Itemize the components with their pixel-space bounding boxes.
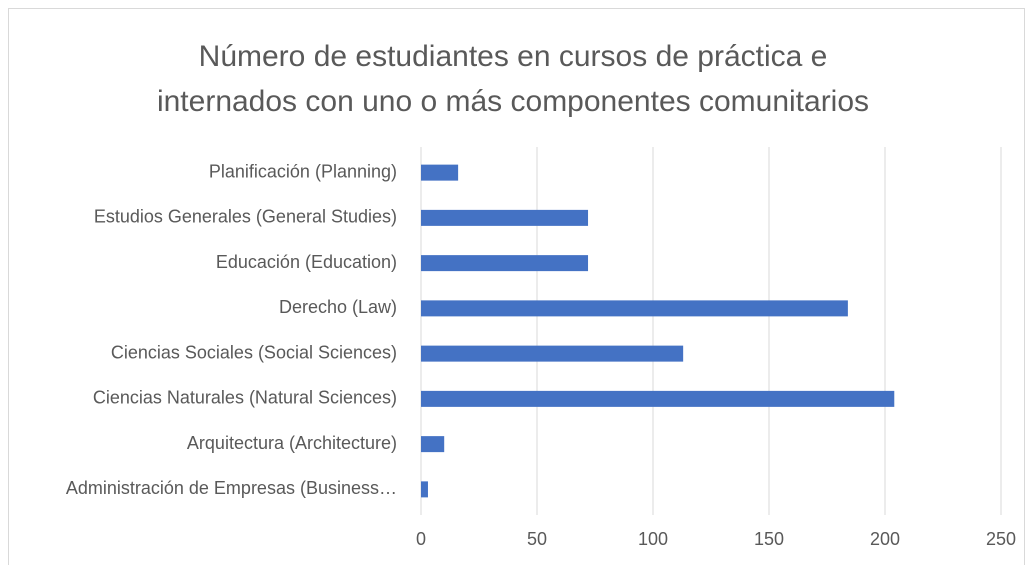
x-tick-label: 200 [870,529,900,549]
bar [421,300,848,317]
x-tick-label: 100 [638,529,668,549]
y-tick-label: Administración de Empresas (Business… [66,478,397,498]
y-tick-label: Ciencias Naturales (Natural Sciences) [93,388,397,408]
y-tick-label: Ciencias Sociales (Social Sciences) [111,342,397,362]
x-tick-label: 150 [754,529,784,549]
y-tick-label: Estudios Generales (General Studies) [94,207,397,227]
y-tick-label: Planificación (Planning) [209,161,397,181]
y-tick-label: Derecho (Law) [279,297,397,317]
chart-title: internados con uno o más componentes com… [157,85,869,118]
bar [421,390,895,407]
bar [421,164,459,181]
x-tick-label: 0 [416,529,426,549]
x-tick-label: 50 [527,529,547,549]
bar [421,209,589,226]
bar [421,481,428,498]
y-tick-label: Arquitectura (Architecture) [187,433,397,453]
x-tick-label: 250 [986,529,1016,549]
bar [421,436,445,453]
bar [421,255,589,272]
chart-title: Número de estudiantes en cursos de práct… [199,40,828,73]
bar [421,345,684,362]
y-tick-label: Educación (Education) [216,252,397,272]
chart-border [8,8,1025,565]
